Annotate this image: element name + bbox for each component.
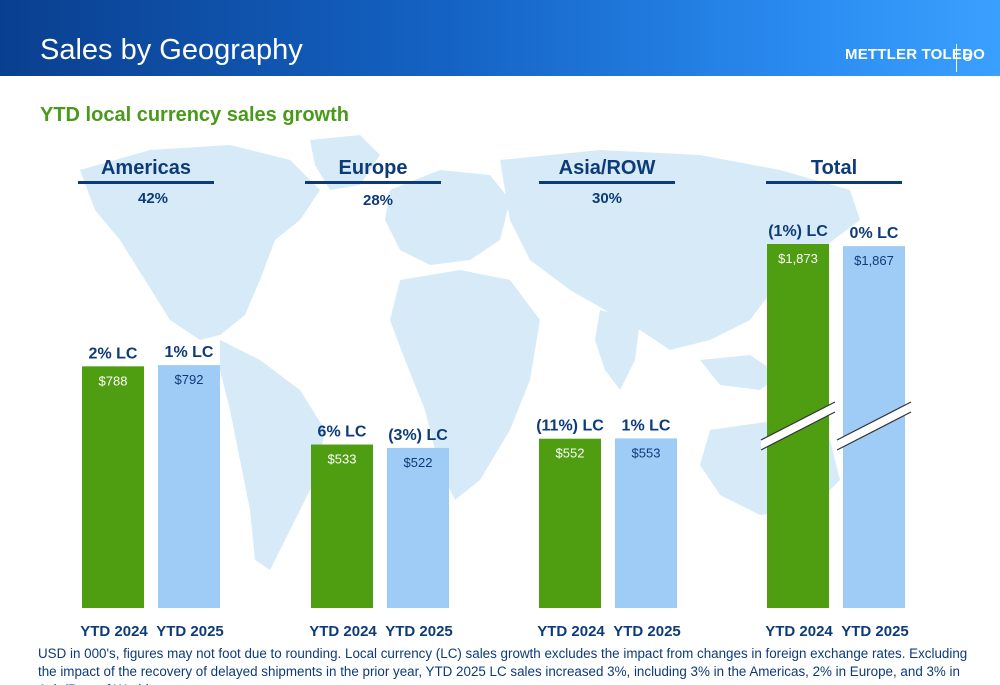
axis-label-europe-ytd-2024: YTD 2024	[309, 623, 377, 640]
region-underline-europe	[305, 181, 441, 184]
bar-europe-ytd-2024	[311, 444, 373, 608]
axis-label-asia-row-ytd-2025: YTD 2025	[613, 623, 681, 640]
bar-asia-row-ytd-2025	[615, 438, 677, 608]
world-map-background	[80, 135, 880, 570]
region-share-asia-row: 30%	[591, 190, 623, 207]
region-underline-americas	[78, 181, 214, 184]
bar-americas-ytd-2024	[82, 366, 144, 608]
region-label-europe: Europe	[338, 157, 408, 179]
value-label-asia-row-ytd-2024: $552	[556, 446, 585, 461]
axis-label-americas-ytd-2024: YTD 2024	[80, 623, 148, 640]
axis-label-asia-row-ytd-2024: YTD 2024	[537, 623, 605, 640]
header-bar: Sales by Geography METTLER TOLEDO 5	[0, 0, 1000, 76]
header-divider	[956, 44, 957, 72]
growth-label-americas-ytd-2025: 1% LC	[165, 344, 214, 361]
axis-break-gap-ytd-2025	[837, 402, 911, 450]
value-label-europe-ytd-2025: $522	[404, 455, 433, 470]
region-share-europe: 28%	[362, 192, 394, 209]
region-label-americas: Americas	[100, 157, 192, 179]
region-share-americas: 42%	[137, 190, 169, 207]
axis-break-line-top-ytd-2024	[760, 401, 836, 441]
axis-label-total-ytd-2025: YTD 2025	[841, 623, 909, 640]
axis-label-americas-ytd-2025: YTD 2025	[156, 623, 224, 640]
value-label-total-ytd-2024: $1,873	[778, 251, 818, 266]
bar-americas-ytd-2025	[158, 365, 220, 608]
bar-europe-ytd-2025	[387, 447, 449, 608]
value-label-asia-row-ytd-2025: $553	[632, 445, 661, 460]
value-label-europe-ytd-2024: $533	[328, 452, 357, 467]
region-underline-asia-row	[539, 181, 675, 184]
axis-break-line-bottom-ytd-2024	[760, 411, 836, 451]
axis-label-total-ytd-2024: YTD 2024	[765, 623, 833, 640]
growth-label-asia-row-ytd-2024: (11%) LC	[536, 418, 604, 435]
growth-label-total-ytd-2025: 0% LC	[850, 225, 899, 242]
page-number: 5	[963, 46, 973, 65]
value-label-americas-ytd-2024: $788	[99, 373, 128, 388]
growth-label-asia-row-ytd-2025: 1% LC	[622, 417, 671, 434]
value-label-total-ytd-2025: $1,867	[854, 253, 894, 268]
page-title: Sales by Geography	[40, 34, 303, 66]
growth-label-total-ytd-2024: (1%) LC	[768, 223, 828, 240]
axis-break-line-top-ytd-2025	[836, 401, 912, 441]
growth-label-europe-ytd-2025: (3%) LC	[388, 427, 448, 444]
brand-logo: METTLER TOLEDO	[845, 46, 986, 63]
axis-label-europe-ytd-2025: YTD 2025	[385, 623, 453, 640]
axis-break-gap-ytd-2024	[761, 402, 835, 450]
footnote: USD in 000's, figures may not foot due t…	[38, 646, 968, 685]
growth-label-americas-ytd-2024: 2% LC	[89, 345, 138, 362]
bar-asia-row-ytd-2024	[539, 438, 601, 608]
region-label-asia-row: Asia/ROW	[558, 157, 656, 179]
chart-subtitle: YTD local currency sales growth	[40, 104, 349, 126]
value-label-americas-ytd-2025: $792	[175, 372, 204, 387]
region-label-total: Total	[810, 157, 858, 179]
growth-label-europe-ytd-2024: 6% LC	[318, 424, 367, 441]
axis-break-line-bottom-ytd-2025	[836, 411, 912, 451]
region-underline-total	[766, 181, 902, 184]
